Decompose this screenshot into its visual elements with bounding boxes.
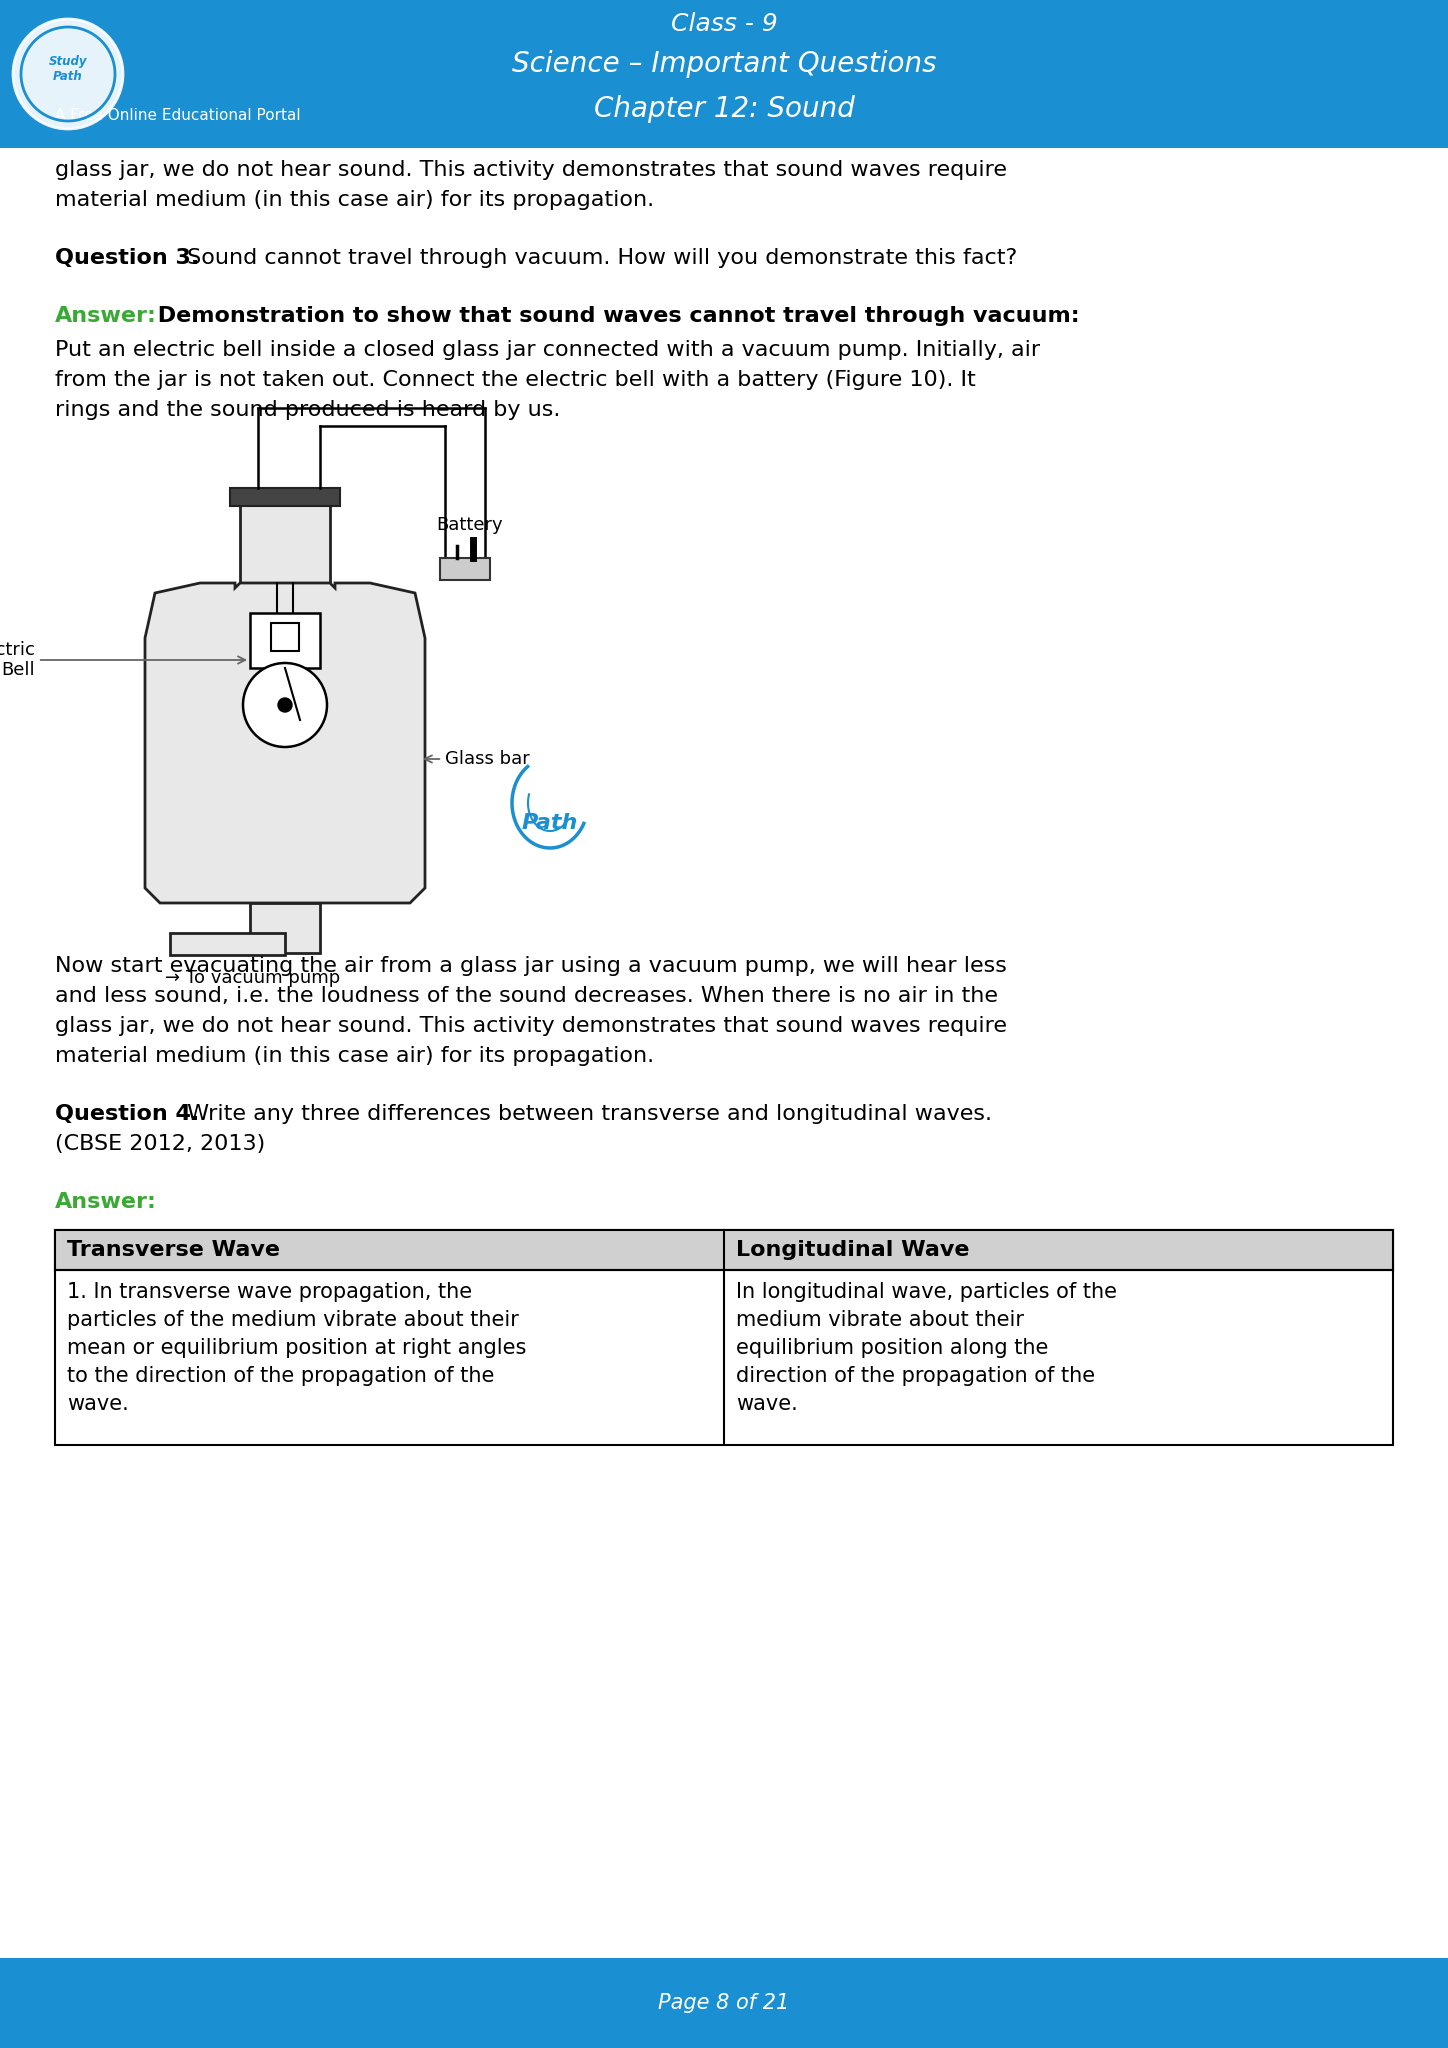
Text: Class - 9: Class - 9 [670,12,778,37]
Polygon shape [145,584,426,903]
Text: In longitudinal wave, particles of the: In longitudinal wave, particles of the [736,1282,1116,1303]
Text: A Free Online Educational Portal: A Free Online Educational Portal [55,109,301,123]
Text: Science – Important Questions: Science – Important Questions [511,49,937,78]
Text: mean or equilibrium position at right angles: mean or equilibrium position at right an… [67,1337,527,1358]
Text: medium vibrate about their: medium vibrate about their [736,1311,1024,1329]
Text: and less sound, i.e. the loudness of the sound decreases. When there is no air i: and less sound, i.e. the loudness of the… [55,985,998,1006]
Text: glass jar, we do not hear sound. This activity demonstrates that sound waves req: glass jar, we do not hear sound. This ac… [55,160,1006,180]
Text: Demonstration to show that sound waves cannot travel through vacuum:: Demonstration to show that sound waves c… [151,305,1080,326]
Text: Question 4.: Question 4. [55,1104,200,1124]
Bar [0,1958,1448,2048]
Text: direction of the propagation of the: direction of the propagation of the [736,1366,1095,1386]
Bar [440,557,489,580]
Text: Longitudinal Wave: Longitudinal Wave [736,1239,970,1260]
Text: Study
Path: Study Path [49,55,87,84]
Circle shape [243,664,327,748]
Text: Transverse Wave: Transverse Wave [67,1239,279,1260]
Text: glass jar, we do not hear sound. This activity demonstrates that sound waves req: glass jar, we do not hear sound. This ac… [55,1016,1006,1036]
Text: 1. In transverse wave propagation, the: 1. In transverse wave propagation, the [67,1282,472,1303]
Text: Battery: Battery [437,516,504,535]
Text: material medium (in this case air) for its propagation.: material medium (in this case air) for i… [55,1047,654,1067]
Text: equilibrium position along the: equilibrium position along the [736,1337,1048,1358]
Text: → To vacuum pump: → To vacuum pump [165,969,340,987]
Text: Chapter 12: Sound: Chapter 12: Sound [594,94,854,123]
Text: Glass bar: Glass bar [424,750,530,768]
Text: Write any three differences between transverse and longitudinal waves.: Write any three differences between tran… [180,1104,992,1124]
Text: Sound cannot travel through vacuum. How will you demonstrate this fact?: Sound cannot travel through vacuum. How … [180,248,1018,268]
Text: (CBSE 2012, 2013): (CBSE 2012, 2013) [55,1135,265,1153]
Text: to the direction of the propagation of the: to the direction of the propagation of t… [67,1366,494,1386]
Text: material medium (in this case air) for its propagation.: material medium (in this case air) for i… [55,190,654,211]
Bar [251,903,320,952]
Bar [240,498,330,594]
Text: particles of the medium vibrate about their: particles of the medium vibrate about th… [67,1311,518,1329]
Text: wave.: wave. [67,1395,129,1413]
Text: Now start evacuating the air from a glass jar using a vacuum pump, we will hear : Now start evacuating the air from a glas… [55,956,1006,977]
Text: from the jar is not taken out. Connect the electric bell with a battery (Figure : from the jar is not taken out. Connect t… [55,371,976,389]
Text: Question 3.: Question 3. [55,248,200,268]
Bar [230,487,340,506]
Text: Path: Path [521,813,578,834]
Bar [0,0,1448,147]
Text: wave.: wave. [736,1395,798,1413]
Text: Answer:: Answer: [55,305,156,326]
Text: Put an electric bell inside a closed glass jar connected with a vacuum pump. Ini: Put an electric bell inside a closed gla… [55,340,1040,360]
Text: rings and the sound produced is heard by us.: rings and the sound produced is heard by… [55,399,560,420]
Text: Answer:: Answer: [55,1192,156,1212]
Circle shape [278,698,292,713]
Text: Page 8 of 21: Page 8 of 21 [659,1993,789,2013]
Text: Electric
Bell: Electric Bell [0,641,245,680]
Bar [251,612,320,668]
Bar [55,1231,1393,1446]
Circle shape [13,18,123,129]
Bar [271,623,298,651]
Bar [55,1231,1393,1270]
Bar [169,934,285,954]
